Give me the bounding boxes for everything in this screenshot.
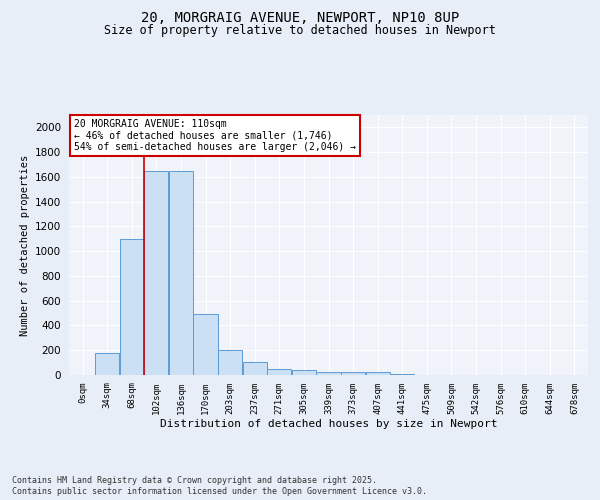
Bar	[119, 239, 144, 375]
Bar	[341, 372, 365, 375]
Y-axis label: Number of detached properties: Number of detached properties	[20, 154, 29, 336]
Bar	[292, 370, 316, 375]
Text: 20, MORGRAIG AVENUE, NEWPORT, NP10 8UP: 20, MORGRAIG AVENUE, NEWPORT, NP10 8UP	[141, 11, 459, 25]
Bar	[267, 370, 292, 375]
Bar	[144, 170, 169, 375]
Bar	[242, 362, 267, 375]
Text: Contains HM Land Registry data © Crown copyright and database right 2025.: Contains HM Land Registry data © Crown c…	[12, 476, 377, 485]
Bar	[218, 350, 242, 375]
Bar	[95, 354, 119, 375]
Text: Contains public sector information licensed under the Open Government Licence v3: Contains public sector information licen…	[12, 487, 427, 496]
Text: 20 MORGRAIG AVENUE: 110sqm
← 46% of detached houses are smaller (1,746)
54% of s: 20 MORGRAIG AVENUE: 110sqm ← 46% of deta…	[74, 119, 356, 152]
X-axis label: Distribution of detached houses by size in Newport: Distribution of detached houses by size …	[160, 419, 497, 429]
Bar	[365, 372, 390, 375]
Bar	[169, 170, 193, 375]
Bar	[316, 372, 341, 375]
Bar	[390, 374, 415, 375]
Bar	[193, 314, 218, 375]
Text: Size of property relative to detached houses in Newport: Size of property relative to detached ho…	[104, 24, 496, 37]
